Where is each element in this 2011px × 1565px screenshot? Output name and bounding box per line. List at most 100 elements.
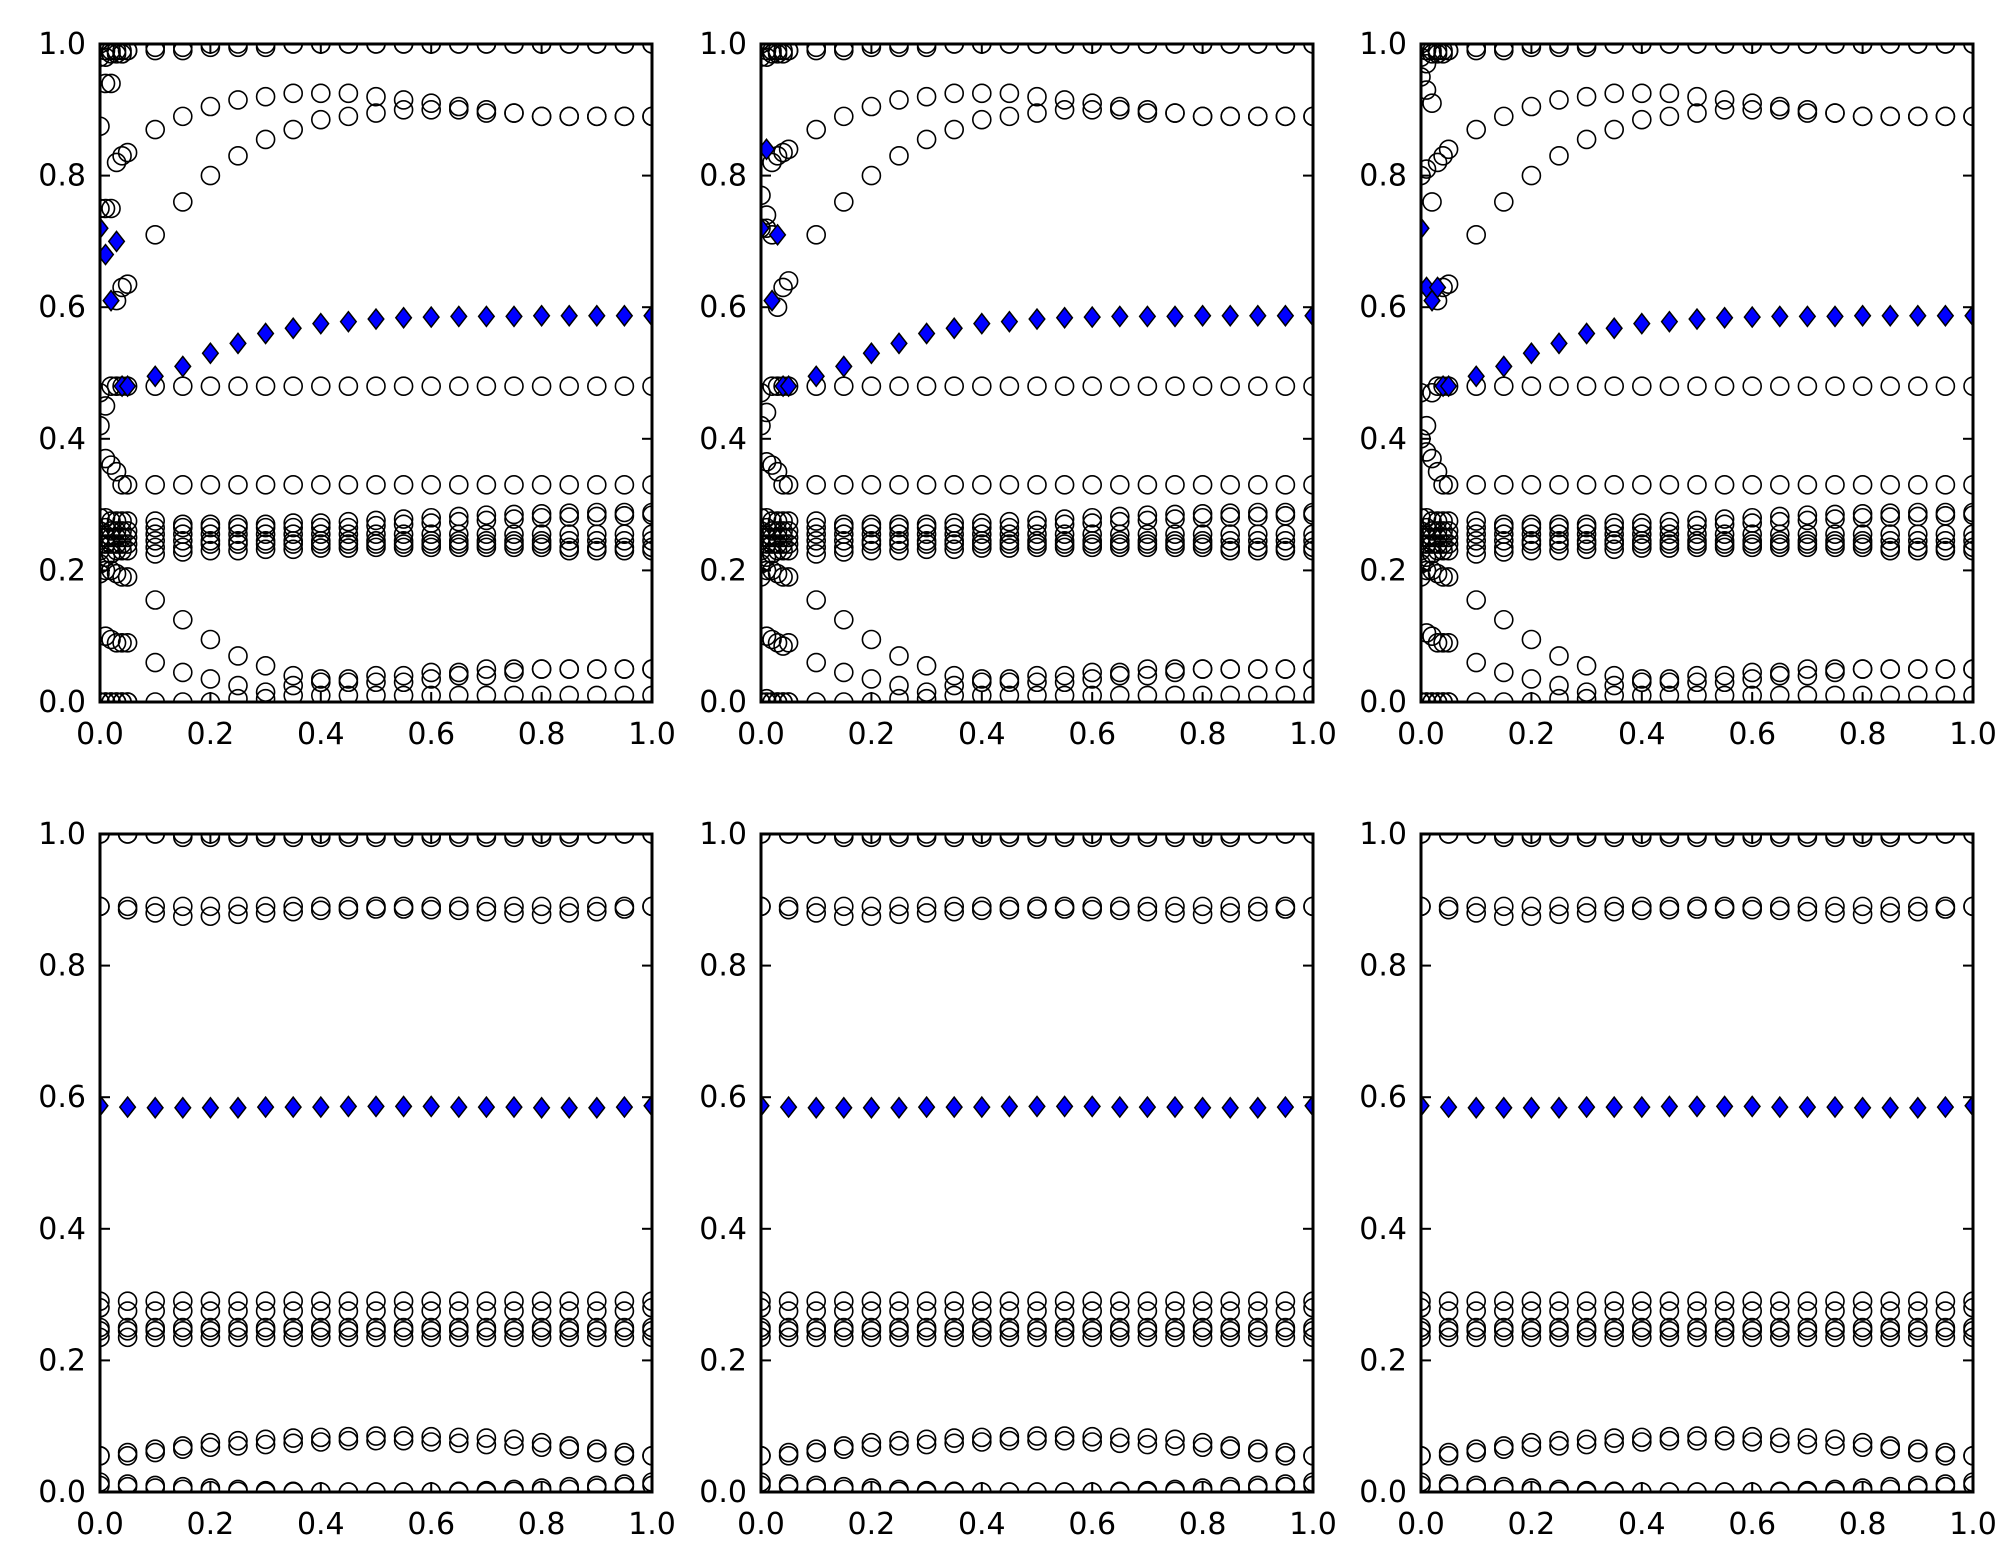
circle-marker <box>310 475 331 495</box>
circle-marker <box>1549 896 1569 917</box>
circle-marker <box>1303 530 1313 551</box>
circle-marker <box>421 662 442 683</box>
circle-marker <box>1687 685 1707 702</box>
circle-marker <box>1027 510 1047 531</box>
circle-marker <box>100 534 116 554</box>
circle-marker <box>889 675 909 696</box>
circle-marker <box>100 1320 110 1341</box>
circle-marker <box>366 1291 386 1311</box>
circle-marker <box>1192 1327 1213 1348</box>
circle-marker <box>762 152 782 173</box>
diamond-marker <box>615 304 634 327</box>
chart-panel: 0.0 0.2 0.4 0.6 0.8 1.00.00.20.40.60.81.0 <box>699 27 1337 752</box>
circle-marker <box>1908 506 1928 527</box>
circle-marker <box>100 521 110 541</box>
circle-marker <box>999 44 1020 54</box>
circle-marker <box>1880 524 1900 545</box>
circle-marker <box>1714 100 1735 120</box>
circle-marker <box>476 1434 497 1455</box>
circle-marker <box>338 511 359 532</box>
circle-marker <box>642 106 652 127</box>
circle-marker <box>1714 899 1735 919</box>
circle-marker <box>117 142 138 163</box>
circle-marker <box>1275 1327 1296 1348</box>
circle-marker <box>761 205 777 225</box>
circle-marker <box>999 672 1020 693</box>
y-tick-label: 0.2 <box>38 553 86 588</box>
x-tick-label: 1.0 <box>1289 717 1337 752</box>
diamond-marker <box>100 217 109 240</box>
circle-marker <box>1908 540 1928 561</box>
circle-marker <box>1687 834 1707 844</box>
circle-marker <box>283 376 304 396</box>
circle-marker <box>1549 1291 1569 1311</box>
y-tick-label: 0.0 <box>38 685 86 720</box>
circle-marker <box>1421 567 1431 587</box>
circle-marker <box>1303 685 1313 702</box>
circle-marker <box>1165 1436 1185 1456</box>
circle-marker <box>228 44 248 54</box>
circle-marker <box>916 1320 937 1341</box>
circle-marker <box>761 452 777 472</box>
circle-marker <box>971 475 992 495</box>
circle-marker <box>1604 685 1624 702</box>
circle-marker <box>145 834 165 844</box>
circle-marker <box>449 1482 469 1492</box>
circle-marker <box>200 44 221 54</box>
circle-marker <box>338 1291 359 1311</box>
circle-marker <box>559 524 580 545</box>
circle-marker <box>393 100 414 120</box>
circle-marker <box>100 554 110 574</box>
circle-marker <box>778 540 799 561</box>
circle-marker <box>1421 159 1437 179</box>
circle-marker <box>476 665 497 686</box>
circle-marker <box>1742 685 1762 702</box>
circle-marker <box>1054 685 1075 702</box>
circle-marker <box>1421 53 1437 74</box>
diamond-marker <box>1633 312 1651 335</box>
diamond-marker <box>339 1095 358 1118</box>
circle-marker <box>833 537 854 558</box>
circle-marker <box>1770 100 1790 120</box>
circle-marker <box>1275 44 1296 54</box>
circle-marker <box>393 1482 414 1492</box>
diamond-marker <box>973 312 991 335</box>
circle-marker <box>366 524 386 545</box>
circle-marker <box>1421 1320 1431 1341</box>
circle-marker <box>1082 669 1102 689</box>
circle-marker <box>1220 896 1240 917</box>
circle-marker <box>448 537 469 558</box>
circle-marker <box>283 539 304 560</box>
circle-marker <box>1165 903 1185 923</box>
circle-marker <box>1421 692 1437 702</box>
circle-marker <box>806 1320 827 1341</box>
circle-marker <box>200 376 221 396</box>
circle-marker <box>1687 86 1707 107</box>
circle-marker <box>1963 376 1973 396</box>
circle-marker <box>1248 1301 1268 1321</box>
circle-marker <box>421 537 442 558</box>
circle-marker <box>834 1479 854 1492</box>
circle-marker <box>393 1426 414 1446</box>
circle-marker <box>311 685 331 702</box>
circle-marker <box>1165 896 1185 917</box>
circle-marker <box>1549 688 1569 702</box>
circle-marker <box>1433 632 1453 653</box>
circle-marker <box>310 376 331 396</box>
circle-marker <box>1632 1482 1652 1492</box>
circle-marker <box>310 538 331 558</box>
circle-marker <box>1825 44 1845 54</box>
circle-marker <box>614 685 635 702</box>
circle-marker <box>1632 896 1652 917</box>
diamond-marker <box>1111 1095 1129 1119</box>
circle-marker <box>1421 67 1431 87</box>
circle-marker <box>173 906 193 927</box>
circle-marker <box>173 44 193 61</box>
circle-marker <box>1054 1327 1075 1348</box>
circle-marker <box>1852 376 1873 396</box>
circle-marker <box>1659 376 1680 396</box>
circle-marker <box>1421 442 1437 462</box>
circle-marker <box>255 376 276 396</box>
circle-marker <box>1549 834 1569 844</box>
circle-marker <box>1825 1301 1845 1321</box>
